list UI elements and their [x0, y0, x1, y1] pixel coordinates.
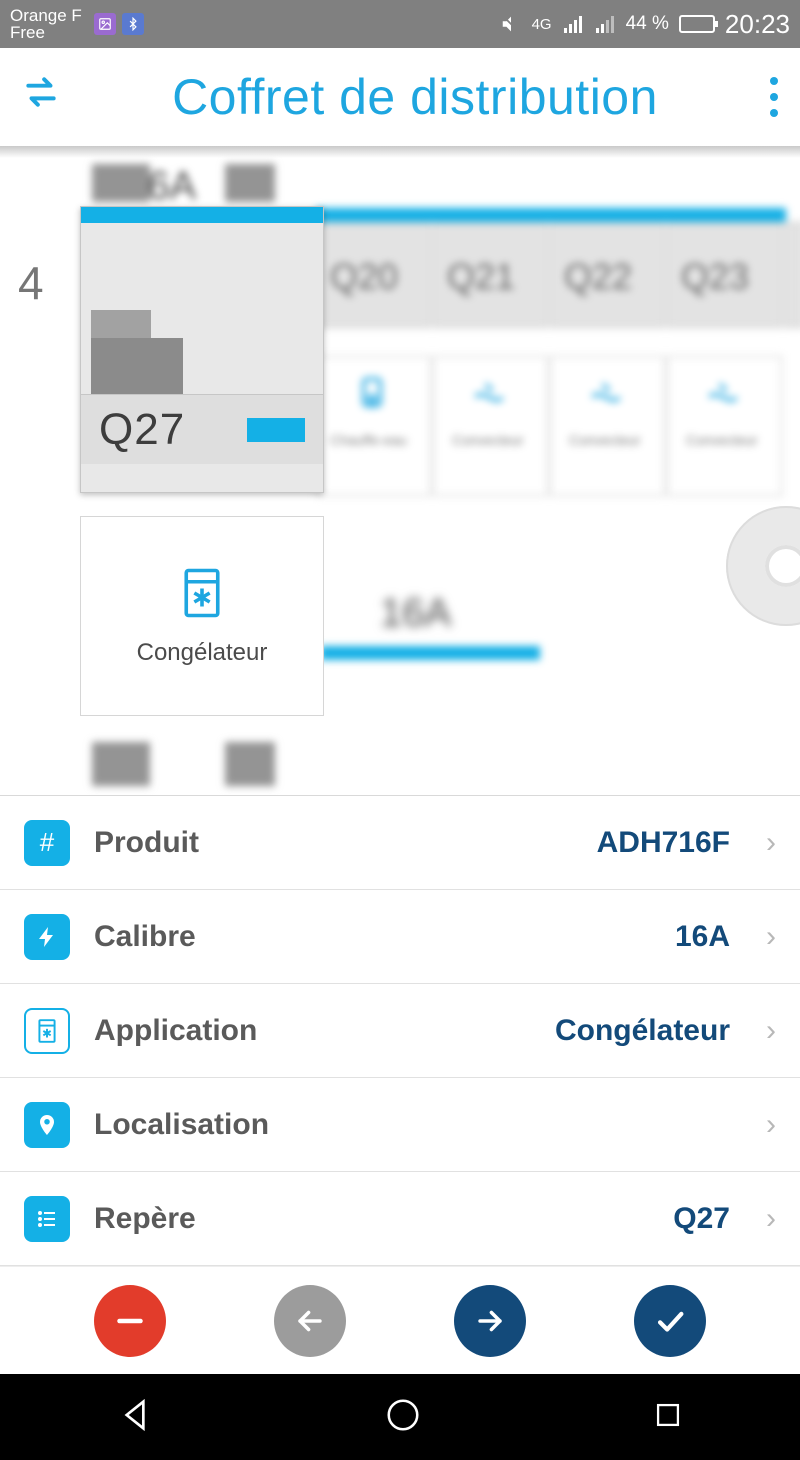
bg-slot-q22: Q22 [564, 256, 632, 298]
detail-label: Produit [94, 826, 199, 860]
signal-2-icon [594, 13, 616, 35]
battery-percent: 44 % [626, 13, 669, 35]
bg-label-0: Chauffe-eau [330, 432, 407, 448]
detail-label: Repère [94, 1202, 196, 1236]
detail-value: 16A [675, 920, 730, 954]
breaker-body [81, 223, 323, 394]
focused-breaker-card[interactable]: Q27 [80, 206, 324, 493]
network-type: 4G [532, 16, 552, 33]
bg-slot-q20: Q20 [330, 256, 398, 298]
detail-label: Application [94, 1014, 257, 1048]
breaker-toggle-chip[interactable] [247, 418, 305, 442]
mute-icon [500, 13, 522, 35]
page-title: Coffret de distribution [60, 68, 770, 126]
carrier-line-2: Free [10, 24, 82, 41]
android-nav-bar [0, 1374, 800, 1460]
chevron-right-icon: › [766, 826, 776, 860]
chevron-right-icon: › [766, 1202, 776, 1236]
chevron-right-icon: › [766, 1108, 776, 1142]
detail-row-produit[interactable]: # Produit ADH716F › [0, 796, 800, 890]
nav-home-icon[interactable] [384, 1396, 422, 1439]
breaker-label-row: Q27 [81, 394, 323, 464]
forward-button[interactable] [454, 1285, 526, 1357]
carrier-block: Orange F Free [10, 7, 82, 41]
appliance-label: Congélateur [137, 639, 268, 667]
delete-button[interactable] [94, 1285, 166, 1357]
detail-row-application[interactable]: Application Congélateur › [0, 984, 800, 1078]
action-bar [0, 1266, 800, 1374]
detail-row-repere[interactable]: Repère Q27 › [0, 1172, 800, 1266]
bolt-icon [24, 914, 70, 960]
bg-label-2: Convecteur [569, 432, 641, 448]
bg-slot-q23: Q23 [681, 256, 749, 298]
android-status-bar: Orange F Free 4G 44 % 20:23 [0, 0, 800, 48]
detail-list: # Produit ADH716F › Calibre 16A › Applic… [0, 796, 800, 1266]
detail-row-localisation[interactable]: Localisation › [0, 1078, 800, 1172]
overflow-menu-icon[interactable] [770, 77, 778, 117]
bg-label-3: Convecteur [686, 432, 758, 448]
breaker-marker: Q27 [99, 405, 185, 455]
detail-label: Localisation [94, 1108, 269, 1142]
battery-icon [679, 15, 715, 33]
detail-value: Congélateur [555, 1014, 730, 1048]
detail-label: Calibre [94, 920, 196, 954]
breaker-accent-bar [81, 207, 323, 223]
detail-value: Q27 [673, 1202, 730, 1236]
freezer-icon [24, 1008, 70, 1054]
amp-label-bottom: 16A [380, 591, 451, 636]
chevron-right-icon: › [766, 1014, 776, 1048]
nav-recent-icon[interactable] [651, 1398, 685, 1437]
detail-value: ADH716F [597, 826, 730, 860]
swap-icon[interactable] [22, 73, 60, 121]
water-heater-icon [352, 374, 392, 419]
back-button[interactable] [274, 1285, 346, 1357]
bluetooth-icon [122, 13, 144, 35]
bg-label-1: Convecteur [452, 432, 524, 448]
carrier-line-1: Orange F [10, 7, 82, 24]
app-header: Coffret de distribution [0, 48, 800, 146]
panel-canvas[interactable]: 4 16A Q20 Q21 Q22 Q23 Chauffe [0, 146, 800, 796]
detail-row-calibre[interactable]: Calibre 16A › [0, 890, 800, 984]
signal-1-icon [562, 13, 584, 35]
convector-icon [703, 374, 743, 419]
convector-icon [586, 374, 626, 419]
freezer-icon [175, 566, 229, 625]
bg-slot-q21: Q21 [447, 256, 515, 298]
convector-icon [469, 374, 509, 419]
appliance-card[interactable]: Congélateur [80, 516, 324, 716]
pin-icon [24, 1102, 70, 1148]
clock: 20:23 [725, 9, 790, 40]
chevron-right-icon: › [766, 920, 776, 954]
nav-back-icon[interactable] [115, 1395, 155, 1440]
gallery-icon [94, 13, 116, 35]
confirm-button[interactable] [634, 1285, 706, 1357]
hash-icon: # [24, 820, 70, 866]
list-icon [24, 1196, 70, 1242]
